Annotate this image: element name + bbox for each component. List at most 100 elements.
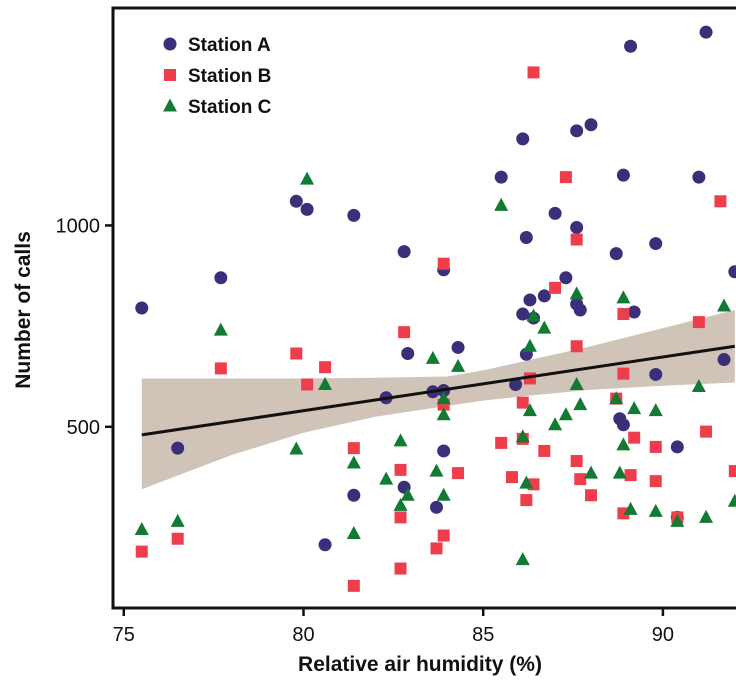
data-point-triangle (346, 455, 361, 469)
data-point-circle (573, 303, 587, 317)
trendline (141, 344, 736, 437)
data-point-triangle (346, 526, 361, 540)
data-point-triangle (584, 465, 599, 479)
data-point-circle (516, 132, 530, 146)
data-point-triangle (425, 350, 440, 364)
data-point-square (437, 529, 450, 542)
data-point-square (301, 378, 314, 391)
data-point-triangle (451, 358, 466, 372)
legend-marker-triangle (163, 98, 177, 112)
data-point-circle (494, 170, 508, 184)
data-point-square (347, 579, 360, 592)
data-point-circle (347, 208, 361, 222)
legend-label: Station A (188, 35, 271, 56)
data-point-triangle (436, 487, 451, 501)
x-tick-label: 85 (472, 624, 494, 646)
data-point-circle (300, 202, 314, 216)
data-point-square (290, 347, 303, 360)
data-point-square (430, 542, 443, 555)
data-point-triangle (699, 509, 714, 523)
data-point-square (495, 436, 508, 449)
data-point-circle (717, 353, 731, 367)
data-point-triangle (300, 171, 315, 185)
data-point-triangle (393, 497, 408, 511)
data-point-triangle (519, 475, 534, 489)
data-point-square (538, 444, 551, 457)
data-point-triangle (170, 513, 185, 527)
data-point-triangle (609, 391, 624, 405)
data-point-circle (584, 118, 598, 132)
data-point-circle (616, 418, 630, 432)
data-point-triangle (627, 401, 642, 415)
data-point-square (516, 396, 529, 409)
data-point-triangle (569, 286, 584, 300)
data-point-triangle (548, 417, 563, 431)
data-point-triangle (213, 322, 228, 336)
data-point-square (171, 532, 184, 545)
data-point-circle (401, 347, 415, 361)
data-point-square (570, 340, 583, 353)
data-point-triangle (670, 513, 685, 527)
data-point-circle (397, 245, 411, 259)
data-point-triangle (558, 407, 573, 421)
data-point-square (574, 473, 587, 486)
data-point-circle (616, 168, 630, 182)
data-point-triangle (648, 403, 663, 417)
data-point-triangle (623, 501, 638, 515)
trendline-layer (141, 344, 736, 437)
data-point-circle (519, 231, 533, 245)
data-point-circle (429, 500, 443, 514)
data-point-circle (135, 301, 149, 315)
x-tick-label: 90 (652, 624, 674, 646)
data-point-triangle (573, 397, 588, 411)
data-point-square (628, 431, 641, 444)
data-point-square (549, 281, 562, 294)
data-point-circle (670, 440, 684, 454)
data-point-circle (451, 340, 465, 354)
data-point-square (649, 475, 662, 488)
data-point-triangle (289, 441, 304, 455)
axes-layer: 75 80 85 90 500 1000 (56, 6, 736, 646)
data-point-triangle (537, 320, 552, 334)
data-point-square (394, 511, 407, 524)
data-point-square (714, 195, 727, 208)
data-point-circle (570, 124, 584, 138)
data-point-square (394, 562, 407, 575)
legend-marker-circle (163, 37, 177, 51)
data-point-triangle (393, 433, 408, 447)
data-points-layer (134, 25, 736, 592)
data-point-circle (516, 307, 530, 321)
data-point-triangle (648, 503, 663, 517)
legend: Station A Station B Station C (163, 35, 272, 118)
data-point-triangle (436, 391, 451, 405)
data-point-square (649, 440, 662, 453)
data-point-square (617, 367, 630, 380)
y-tick-label: 1000 (56, 215, 101, 237)
data-point-square (437, 257, 450, 270)
data-point-circle (437, 444, 451, 458)
data-point-circle (318, 538, 332, 552)
data-point-triangle (526, 308, 541, 322)
data-point-square (319, 361, 332, 374)
data-point-square (214, 362, 227, 375)
data-point-circle (347, 488, 361, 502)
data-point-triangle (522, 338, 537, 352)
data-point-circle (570, 220, 584, 234)
data-point-square (624, 469, 637, 482)
data-point-triangle (569, 377, 584, 391)
data-point-circle (289, 194, 303, 208)
data-point-triangle (429, 463, 444, 477)
data-point-triangle (436, 407, 451, 421)
data-point-triangle (515, 429, 530, 443)
plot-frame (111, 6, 736, 610)
data-point-square (527, 66, 540, 79)
data-point-square (700, 425, 713, 438)
data-point-circle (649, 237, 663, 251)
data-point-triangle (318, 377, 333, 391)
data-point-circle (509, 378, 523, 392)
data-point-circle (559, 271, 573, 285)
data-point-square (452, 467, 465, 480)
data-point-triangle (616, 437, 631, 451)
y-tick-label: 500 (67, 417, 100, 439)
